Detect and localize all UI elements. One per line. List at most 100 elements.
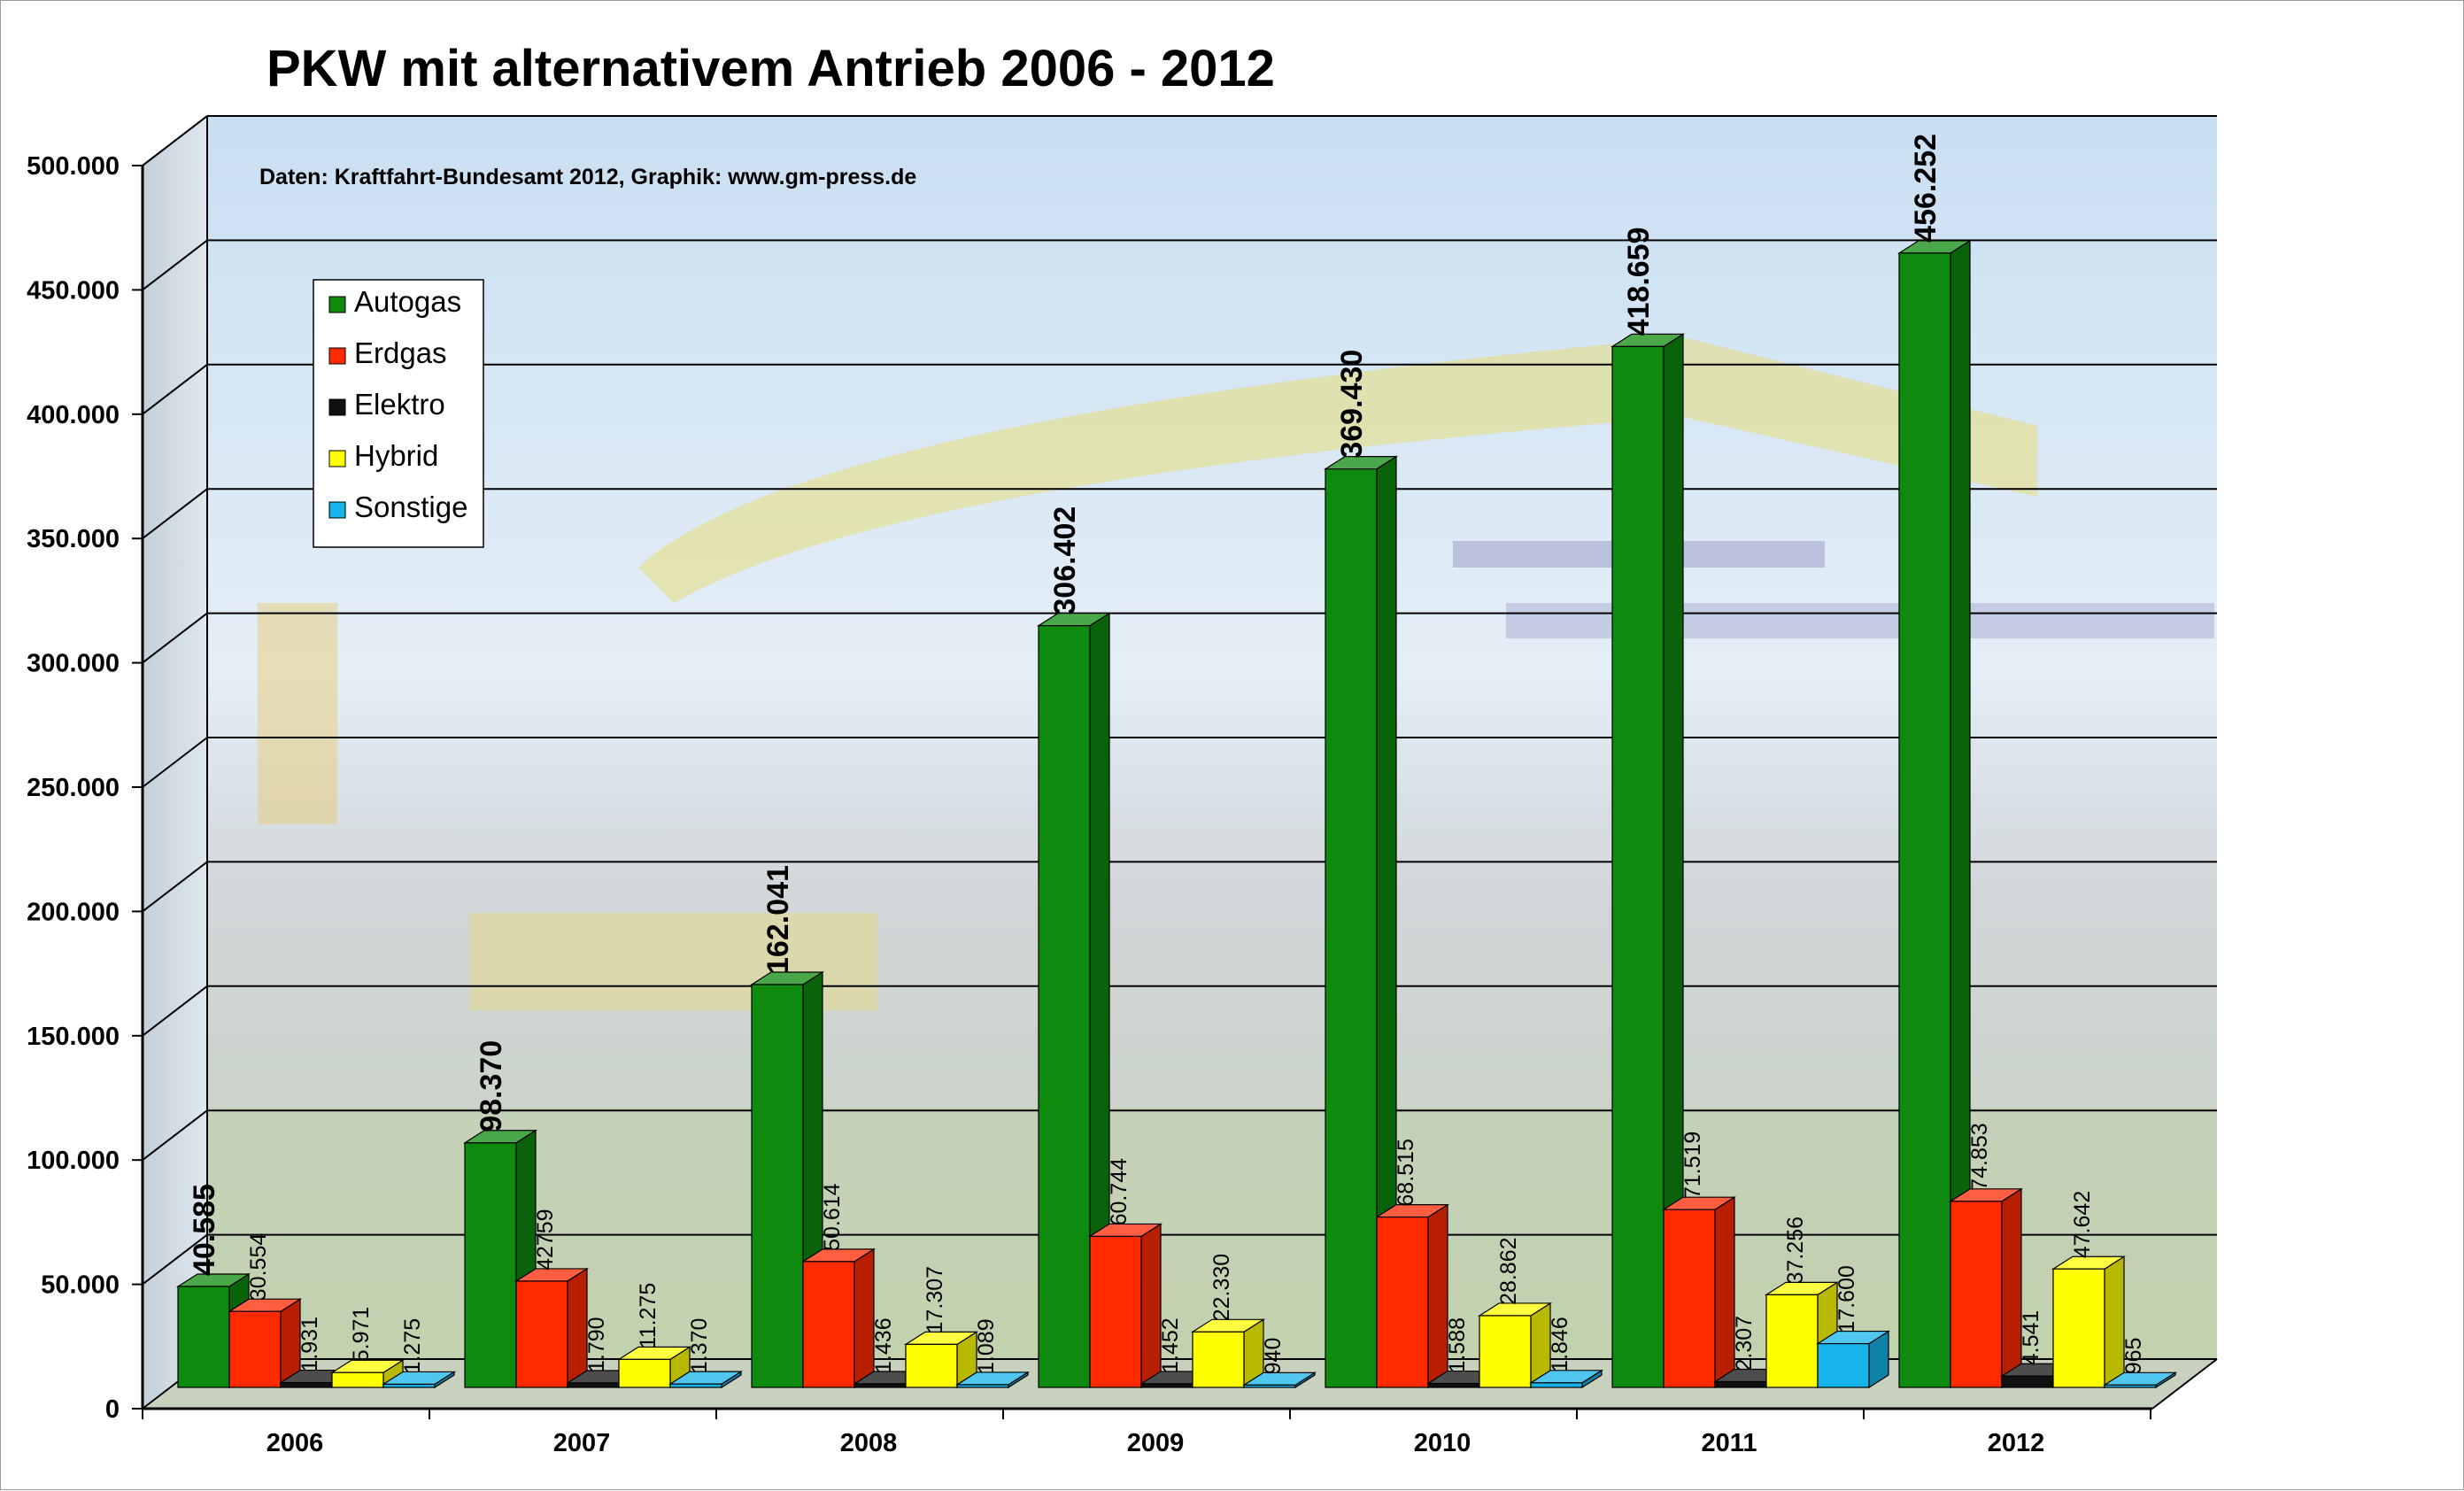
legend-label-elektro: Elektro: [354, 388, 445, 421]
gridline-diagonal: [142, 364, 208, 415]
x-tick-label: 2007: [553, 1429, 611, 1457]
legend-label-erdgas: Erdgas: [354, 336, 447, 369]
data-label-autogas-2012: 456.252: [1909, 134, 1943, 243]
data-label-elektro-2010: 1.588: [1445, 1317, 1470, 1373]
data-label-autogas-2006: 40.585: [188, 1184, 221, 1276]
x-tick-label: 2009: [1127, 1429, 1185, 1457]
bar-sonstige-2009: [1241, 1371, 1317, 1389]
bar-sonstige-2007: [668, 1371, 744, 1389]
legend-label-hybrid: Hybrid: [354, 439, 438, 472]
data-label-elektro-2012: 4.541: [2019, 1310, 2043, 1366]
axes: 0 50.000 100.000 150.000 200.000 250.000 300.0…: [27, 115, 2218, 1457]
data-label-elektro-2011: 2.307: [1732, 1316, 1757, 1371]
data-label-autogas-2008: 162.041: [761, 865, 795, 974]
data-label-sonstige-2009: 940: [1261, 1338, 1286, 1375]
data-label-elektro-2008: 1.436: [871, 1317, 896, 1373]
gridline-diagonal: [142, 239, 208, 291]
gridline-diagonal: [142, 861, 208, 913]
gridline-diagonal: [142, 737, 208, 788]
data-label-sonstige-2010: 1.846: [1548, 1317, 1572, 1372]
bar-hybrid-2008: [903, 1331, 979, 1389]
bar-autogas-2011: [1610, 333, 1686, 1389]
data-label-erdgas-2010: 68.515: [1394, 1139, 1418, 1206]
legend-swatch-autogas: [328, 296, 346, 313]
data-label-hybrid-2007: 11.275: [636, 1283, 660, 1349]
bars: [175, 239, 2178, 1389]
y-tick-label: 400.000: [27, 401, 120, 429]
legend-swatch-erdgas: [328, 347, 346, 365]
bar-autogas-2009: [1036, 612, 1112, 1389]
gridline-diagonal: [142, 985, 208, 1037]
y-tick-label: 200.000: [27, 898, 120, 926]
data-label-autogas-2010: 369.430: [1335, 350, 1369, 459]
bar-autogas-2010: [1323, 455, 1399, 1389]
bar-sonstige-2006: [381, 1371, 457, 1389]
data-label-erdgas-2009: 60.744: [1107, 1158, 1132, 1226]
data-label-sonstige-2011: 17.600: [1834, 1265, 1859, 1333]
data-label-hybrid-2010: 28.862: [1496, 1237, 1521, 1304]
data-label-hybrid-2009: 22.330: [1209, 1254, 1234, 1321]
bar-sonstige-2011: [1815, 1330, 1891, 1389]
bar-sonstige-2008: [954, 1371, 1031, 1389]
data-label-sonstige-2007: 1.370: [687, 1318, 712, 1374]
data-label-sonstige-2012: 965: [2121, 1338, 2146, 1375]
data-label-hybrid-2012: 47.642: [2070, 1191, 2095, 1258]
data-label-erdgas-2006: 30.554: [246, 1233, 271, 1302]
bar-hybrid-2007: [616, 1346, 692, 1389]
x-tick-label: 2010: [1414, 1429, 1471, 1457]
legend-swatch-elektro: [328, 398, 346, 416]
gridline-diagonal: [142, 1109, 208, 1161]
bar-hybrid-2009: [1190, 1318, 1266, 1389]
x-tick-label: 2012: [1988, 1429, 2045, 1457]
gridlines: [142, 115, 2217, 1286]
bar-erdgas-2011: [1661, 1196, 1737, 1389]
y-tick-label: 350.000: [27, 525, 120, 553]
bar-erdgas-2007: [514, 1267, 590, 1389]
y-tick-label: 450.000: [27, 276, 120, 305]
bar-hybrid-2006: [329, 1359, 406, 1389]
legend-label-autogas: Autogas: [354, 285, 461, 318]
y-tick-label: 100.000: [27, 1147, 120, 1175]
bar-erdgas-2006: [227, 1298, 303, 1389]
data-label-erdgas-2008: 50.614: [820, 1183, 845, 1251]
y-tick-label: 0: [105, 1395, 120, 1424]
bar-erdgas-2012: [1948, 1187, 2024, 1389]
data-label-autogas-2011: 418.659: [1622, 227, 1656, 336]
data-label-elektro-2007: 1.790: [584, 1317, 609, 1372]
bar-erdgas-2009: [1087, 1223, 1163, 1389]
y-axis-top-diagonal: [142, 115, 208, 166]
gridline-diagonal: [142, 612, 208, 664]
chart-title: PKW mit alternativem Antrieb 2006 - 2012: [266, 40, 1275, 97]
gridline-diagonal: [142, 488, 208, 539]
y-tick-label: 500.000: [27, 152, 120, 181]
bar-hybrid-2010: [1477, 1302, 1553, 1389]
data-label-hybrid-2006: 5.971: [349, 1307, 374, 1363]
x-tick-label: 2011: [1702, 1429, 1757, 1457]
x-tick-label: 2008: [840, 1429, 898, 1457]
data-label-sonstige-2006: 1.275: [400, 1318, 425, 1374]
legend-swatch-hybrid: [328, 450, 346, 467]
data-label-erdgas-2007: 42759: [533, 1209, 558, 1271]
data-label-sonstige-2008: 1.089: [974, 1318, 999, 1374]
y-tick-label: 50.000: [41, 1271, 120, 1300]
bar-autogas-2012: [1896, 239, 1973, 1389]
x-tick-label: 2006: [266, 1429, 324, 1457]
data-label-erdgas-2012: 74.853: [1967, 1123, 1992, 1190]
chart-subtitle: Daten: Kraftfahrt-Bundesamt 2012, Graphi…: [259, 165, 916, 189]
y-tick-label: 300.000: [27, 650, 120, 678]
data-label-autogas-2009: 306.402: [1048, 506, 1082, 615]
legend: Autogas Erdgas Elektro Hybrid Sonstige: [313, 279, 484, 548]
floor-right-edge: [2151, 1358, 2218, 1410]
bar-sonstige-2012: [2102, 1371, 2178, 1389]
bar-erdgas-2008: [800, 1248, 877, 1389]
y-tick-label: 150.000: [27, 1023, 120, 1051]
bar-labels: 40.585 30.554 1.931 5.971 1.275 98.370 42759 1.…: [188, 134, 2146, 1374]
data-label-elektro-2006: 1.931: [297, 1317, 322, 1372]
data-label-hybrid-2011: 37.256: [1783, 1217, 1808, 1284]
data-label-erdgas-2011: 71.519: [1680, 1132, 1705, 1199]
gridline-diagonal: [142, 1233, 208, 1286]
y-tick-label: 250.000: [27, 774, 120, 802]
bar-sonstige-2010: [1528, 1369, 1604, 1389]
